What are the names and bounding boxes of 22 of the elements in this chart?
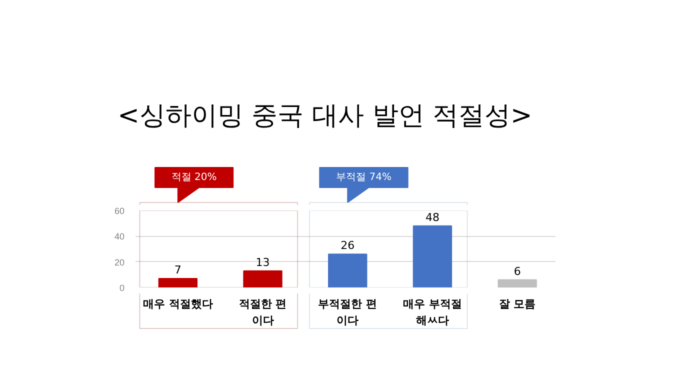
text: 적절 20% (171, 172, 217, 183)
bar (412, 225, 452, 288)
y-tick-label: 40 (114, 232, 125, 242)
bar (498, 279, 537, 288)
y-tick-label: 60 (114, 206, 125, 216)
text: 부적절 74% (336, 172, 392, 183)
x-tick-label: 매우 적절했다 (143, 298, 213, 310)
x-tick-label: 부적절한 편 이다 (318, 298, 378, 327)
y-tick-label: 0 (119, 283, 125, 293)
x-tick-label: 잘 모름 (498, 298, 536, 310)
bar (243, 270, 282, 288)
bar (158, 278, 198, 288)
data-label: 48 (425, 210, 440, 224)
data-label: 26 (340, 239, 355, 252)
x-tick-label: 적절한 편 이다 (238, 298, 287, 327)
chart-title: <싱하이밍 중국 대사 발언 적절성> (118, 101, 532, 132)
x-tick-label: 매우 부적절 해ㅆ다 (403, 298, 462, 327)
bar (328, 254, 368, 288)
data-label: 13 (256, 256, 270, 269)
data-label: 7 (174, 264, 182, 277)
y-tick-label: 20 (114, 257, 125, 268)
data-label: 6 (514, 264, 521, 278)
